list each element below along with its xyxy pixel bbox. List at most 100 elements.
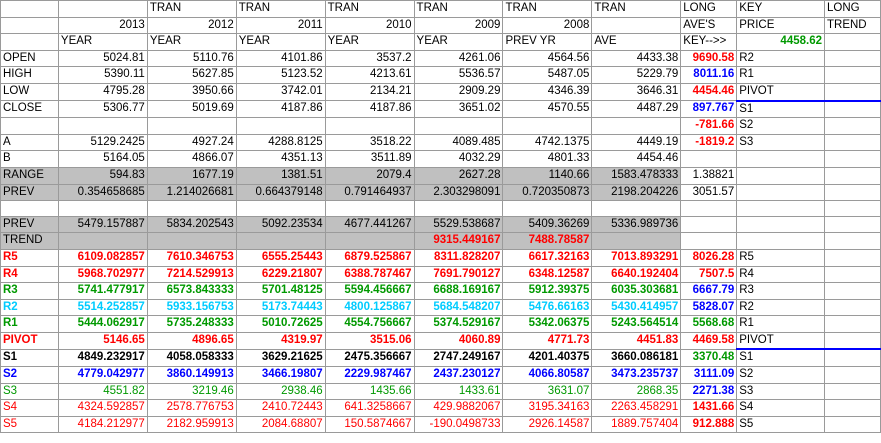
cell[interactable]: 4927.24 bbox=[146, 133, 237, 152]
cell[interactable]: 4288.8125 bbox=[235, 133, 326, 152]
header-cell[interactable] bbox=[591, 16, 682, 35]
cell[interactable]: 6879.525867 bbox=[324, 248, 415, 267]
cell[interactable] bbox=[824, 150, 881, 168]
cell[interactable] bbox=[824, 282, 881, 300]
cell[interactable]: 4800.125867 bbox=[324, 298, 415, 317]
cell[interactable]: 2410.72443 bbox=[235, 399, 326, 417]
cell[interactable]: 4187.86 bbox=[235, 100, 326, 119]
cell[interactable]: 4771.73 bbox=[502, 331, 593, 350]
cell[interactable] bbox=[235, 117, 326, 135]
cell[interactable]: S3 bbox=[736, 382, 825, 401]
cell[interactable]: 5933.156753 bbox=[146, 298, 237, 317]
cell[interactable]: 1677.19 bbox=[146, 166, 237, 185]
cell[interactable]: S4 bbox=[736, 399, 825, 417]
cell[interactable] bbox=[824, 183, 881, 202]
header-cell[interactable]: 2009 bbox=[413, 16, 504, 35]
cell[interactable]: 2627.28 bbox=[413, 166, 504, 185]
cell[interactable]: 2182.959913 bbox=[146, 415, 237, 434]
cell[interactable]: R2 bbox=[736, 49, 825, 68]
cell[interactable]: 4551.82 bbox=[57, 382, 148, 401]
cell[interactable]: 6640.192404 bbox=[591, 265, 682, 284]
cell[interactable]: 4866.07 bbox=[146, 150, 237, 168]
header-cell[interactable]: TRAN bbox=[324, 0, 415, 18]
cell[interactable]: 2271.38 bbox=[680, 382, 738, 401]
cell[interactable] bbox=[324, 232, 415, 250]
cell[interactable]: 5828.07 bbox=[680, 298, 738, 317]
cell[interactable]: LOW bbox=[0, 82, 59, 102]
cell[interactable]: S2 bbox=[736, 117, 825, 135]
cell[interactable]: -781.66 bbox=[680, 117, 738, 135]
cell[interactable] bbox=[824, 49, 881, 68]
cell[interactable]: HIGH bbox=[0, 66, 59, 84]
cell[interactable]: 4795.28 bbox=[57, 82, 148, 102]
cell[interactable] bbox=[591, 117, 682, 135]
cell[interactable]: 4449.19 bbox=[591, 133, 682, 152]
cell[interactable]: 5536.57 bbox=[413, 66, 504, 84]
cell[interactable]: S3 bbox=[736, 133, 825, 152]
cell[interactable]: R3 bbox=[0, 282, 59, 300]
cell[interactable]: 4487.29 bbox=[591, 100, 682, 119]
cell[interactable]: 4433.38 bbox=[591, 49, 682, 68]
cell[interactable]: 2747.249167 bbox=[413, 348, 504, 368]
cell[interactable] bbox=[824, 382, 881, 401]
header-cell[interactable]: KEY bbox=[736, 0, 825, 18]
cell[interactable]: 3219.46 bbox=[146, 382, 237, 401]
header-cell[interactable]: AVE bbox=[591, 33, 682, 51]
cell[interactable]: 5834.202543 bbox=[146, 215, 237, 234]
cell[interactable]: 1433.61 bbox=[413, 382, 504, 401]
cell[interactable]: R1 bbox=[0, 315, 59, 333]
cell[interactable]: 4801.33 bbox=[502, 150, 593, 168]
cell[interactable]: 5741.477917 bbox=[57, 282, 148, 300]
cell[interactable]: 5912.39375 bbox=[502, 282, 593, 300]
cell[interactable]: 6688.169167 bbox=[413, 282, 504, 300]
header-cell[interactable]: TRAN bbox=[146, 0, 237, 18]
cell[interactable]: 5243.564514 bbox=[591, 315, 682, 333]
header-cell[interactable]: YEAR bbox=[235, 33, 326, 51]
cell[interactable]: 3515.06 bbox=[324, 331, 415, 350]
cell[interactable] bbox=[736, 232, 825, 250]
cell[interactable] bbox=[824, 215, 881, 234]
header-cell[interactable]: TRAN bbox=[502, 0, 593, 18]
cell[interactable] bbox=[57, 200, 148, 217]
cell[interactable]: RANGE bbox=[0, 166, 59, 185]
cell[interactable] bbox=[57, 117, 148, 135]
cell[interactable]: 6573.843333 bbox=[146, 282, 237, 300]
cell[interactable]: 5229.79 bbox=[591, 66, 682, 84]
cell[interactable]: 3466.19807 bbox=[235, 366, 326, 384]
cell[interactable] bbox=[0, 117, 59, 135]
header-cell[interactable] bbox=[824, 33, 881, 51]
cell[interactable] bbox=[146, 200, 237, 217]
cell[interactable]: 4351.13 bbox=[235, 150, 326, 168]
cell[interactable]: 2084.68807 bbox=[235, 415, 326, 434]
header-cell[interactable] bbox=[0, 0, 59, 18]
cell[interactable]: 7488.78587 bbox=[502, 232, 593, 250]
cell[interactable]: 3660.086181 bbox=[591, 348, 682, 368]
cell[interactable]: R1 bbox=[736, 315, 825, 333]
cell[interactable]: 5342.06375 bbox=[502, 315, 593, 333]
cell[interactable]: 6617.32163 bbox=[502, 248, 593, 267]
cell[interactable]: 3646.31 bbox=[591, 82, 682, 102]
header-cell[interactable] bbox=[57, 0, 148, 18]
cell[interactable]: 5146.65 bbox=[57, 331, 148, 350]
cell[interactable]: 3537.2 bbox=[324, 49, 415, 68]
cell[interactable]: 7013.893291 bbox=[591, 248, 682, 267]
cell[interactable]: 5684.548207 bbox=[413, 298, 504, 317]
cell[interactable]: 2198.204226 bbox=[591, 183, 682, 202]
cell[interactable] bbox=[57, 232, 148, 250]
cell[interactable]: 9315.449167 bbox=[413, 232, 504, 250]
cell[interactable]: 7214.529913 bbox=[146, 265, 237, 284]
cell[interactable]: 3950.66 bbox=[146, 82, 237, 102]
cell[interactable]: 4779.042977 bbox=[57, 366, 148, 384]
header-cell[interactable]: TRAN bbox=[413, 0, 504, 18]
cell[interactable]: 641.3258667 bbox=[324, 399, 415, 417]
cell[interactable]: 2938.46 bbox=[235, 382, 326, 401]
cell[interactable]: 5010.72625 bbox=[235, 315, 326, 333]
cell[interactable]: 5514.252857 bbox=[57, 298, 148, 317]
cell[interactable]: 2134.21 bbox=[324, 82, 415, 102]
cell[interactable]: 5444.062917 bbox=[57, 315, 148, 333]
cell[interactable]: 4058.058333 bbox=[146, 348, 237, 368]
cell[interactable]: 1140.66 bbox=[502, 166, 593, 185]
cell[interactable]: 2868.35 bbox=[591, 382, 682, 401]
cell[interactable]: 4346.39 bbox=[502, 82, 593, 102]
cell[interactable]: 6555.25443 bbox=[235, 248, 326, 267]
